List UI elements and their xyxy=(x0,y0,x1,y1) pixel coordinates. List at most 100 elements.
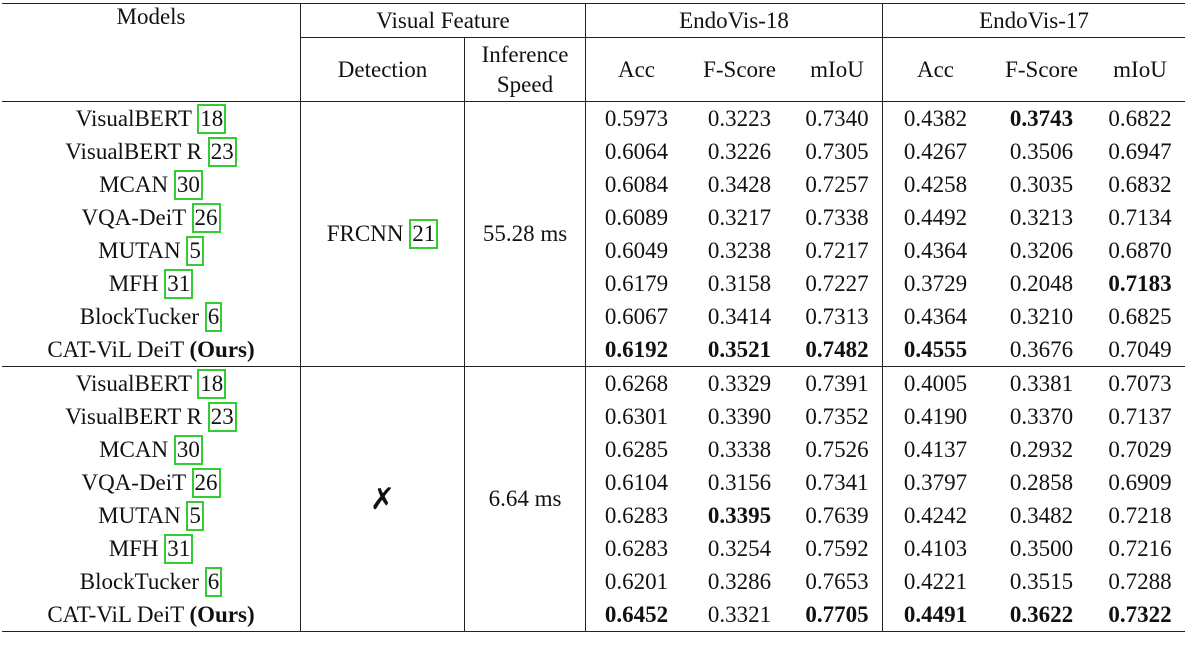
metric-cell: 0.7305 xyxy=(792,135,883,168)
table-row: CAT-ViL DeiT (Ours) 0.6192 0.3521 0.7482 0.4… xyxy=(2,333,1185,367)
table-row: VisualBERT 18 FRCNN 21 55.28 ms 0.5973 0.322… xyxy=(2,101,1185,367)
metric-cell: 0.3743 xyxy=(988,102,1095,136)
metric-value: 0.6089 xyxy=(604,204,669,230)
metric-cell: 0.3035 xyxy=(988,168,1095,201)
metric-value: 0.7049 xyxy=(1108,336,1172,362)
model-name: BlockTucker xyxy=(79,568,199,594)
citation: 6 xyxy=(204,301,223,332)
table-row: VQA-DeiT 26 0.6089 0.3217 0.7338 0.4492 0.321… xyxy=(2,201,1185,234)
metric-value: 0.7218 xyxy=(1108,502,1172,528)
metric-cell: 0.5973 xyxy=(586,102,688,136)
metric-cell: 0.4382 xyxy=(883,102,989,136)
metric-cell: 0.3676 xyxy=(988,333,1095,367)
metric-value: 0.3329 xyxy=(707,370,772,396)
model-name: VQA-DeiT xyxy=(81,204,186,230)
metric-cell: 0.7653 xyxy=(792,565,883,598)
metric-value: 0.3381 xyxy=(1009,370,1074,396)
metric-value: 0.7313 xyxy=(805,303,869,329)
metric-value: 0.6064 xyxy=(604,138,669,164)
metric-cell: 0.3515 xyxy=(988,565,1095,598)
model-cell: MCAN 30 xyxy=(2,168,301,201)
metric-cell: 0.7049 xyxy=(1095,333,1185,367)
metric-value: 0.7305 xyxy=(805,138,869,164)
metric-cell: 0.7073 xyxy=(1095,367,1185,401)
metric-value: 0.7352 xyxy=(805,403,869,429)
citation: 23 xyxy=(207,401,237,432)
model-cell: VisualBERT 18 xyxy=(2,101,301,135)
metric-value: 0.3729 xyxy=(903,270,968,296)
header-cell: EndoVis-18 xyxy=(585,3,883,38)
metric-value: 0.3515 xyxy=(1009,568,1074,594)
metric-value: 0.3217 xyxy=(707,204,772,230)
metric-cell: 0.7341 xyxy=(792,466,883,499)
metric-cell: 0.3206 xyxy=(988,234,1095,267)
metric-value: 0.6283 xyxy=(604,502,669,528)
metric-cell: 0.3210 xyxy=(988,300,1095,333)
metric-value: 0.3213 xyxy=(1009,204,1074,230)
model-name: VisualBERT xyxy=(75,105,192,131)
metric-cell: 0.4555 xyxy=(883,333,989,367)
metric-cell: 0.7137 xyxy=(1095,400,1185,433)
metric-cell: 0.7639 xyxy=(792,499,883,532)
header-cell: Models xyxy=(2,3,301,102)
header-cell: F-Score xyxy=(703,56,776,82)
metric-value: 0.6268 xyxy=(604,370,669,396)
metric-value: 0.7338 xyxy=(805,204,869,230)
model-cell: VQA-DeiT 26 xyxy=(2,201,301,234)
model-cell: MUTAN 5 xyxy=(2,234,301,267)
metric-cell: 0.3395 xyxy=(687,499,792,532)
metric-cell: 0.7216 xyxy=(1095,532,1185,565)
header-cell: Visual Feature xyxy=(300,3,586,38)
metric-value: 0.3156 xyxy=(707,469,772,495)
model-name: BlockTucker xyxy=(79,303,199,329)
model-cell: MFH 31 xyxy=(2,532,301,565)
metric-cell: 0.4364 xyxy=(883,234,989,267)
metric-value: 0.3286 xyxy=(707,568,772,594)
metric-value: 0.3797 xyxy=(903,469,968,495)
model-name: MCAN xyxy=(99,171,169,197)
metric-value: 0.6870 xyxy=(1108,237,1172,263)
metric-value: 0.3206 xyxy=(1009,237,1074,263)
metric-value: 0.3370 xyxy=(1009,403,1074,429)
metric-cell: 0.3482 xyxy=(988,499,1095,532)
metric-value: 0.4555 xyxy=(903,336,968,362)
metric-value: 0.6452 xyxy=(604,601,669,627)
page: {"header": {"models": "Models", "visual_… xyxy=(0,3,1197,651)
detection: ✗ xyxy=(369,481,396,517)
metric-value: 0.3338 xyxy=(707,436,772,462)
metric-cell: 0.4137 xyxy=(883,433,989,466)
metric-cell: 0.6870 xyxy=(1095,234,1185,267)
metric-value: 0.3743 xyxy=(1009,105,1074,131)
metric-cell: 0.3414 xyxy=(687,300,792,333)
metric-cell: 0.4190 xyxy=(883,400,989,433)
metric-cell: 0.3500 xyxy=(988,532,1095,565)
metric-cell: 0.6192 xyxy=(586,333,688,367)
metric-value: 0.3506 xyxy=(1009,138,1074,164)
metric-value: 0.3622 xyxy=(1009,601,1074,627)
metric-value: 0.7137 xyxy=(1108,403,1172,429)
table-row: MFH 31 0.6179 0.3158 0.7227 0.3729 0.2048 0.71… xyxy=(2,267,1185,300)
metric-value: 0.7029 xyxy=(1108,436,1172,462)
metric-cell: 0.3223 xyxy=(687,102,792,136)
metric-cell: 0.6301 xyxy=(586,400,688,433)
metric-value: 0.3390 xyxy=(707,403,772,429)
metric-value: 0.7216 xyxy=(1108,535,1172,561)
metric-cell: 0.3238 xyxy=(687,234,792,267)
metric-value: 0.3521 xyxy=(707,336,772,362)
metric-value: 0.7340 xyxy=(805,105,869,131)
metric-cell: 0.4492 xyxy=(883,201,989,234)
table-body: VisualBERT 18 FRCNN 21 55.28 ms 0.5973 0.322… xyxy=(2,101,1185,632)
model-name: MCAN xyxy=(99,436,169,462)
metric-value: 0.4382 xyxy=(903,105,968,131)
citation: 31 xyxy=(164,268,194,299)
speed-cell: 6.64 ms xyxy=(464,366,586,632)
metric-value: 0.3428 xyxy=(707,171,772,197)
metric-value: 0.3223 xyxy=(707,105,772,131)
metric-cell: 0.4242 xyxy=(883,499,989,532)
metric-value: 0.4221 xyxy=(903,568,968,594)
metric-cell: 0.4364 xyxy=(883,300,989,333)
metric-cell: 0.3370 xyxy=(988,400,1095,433)
metric-cell: 0.3156 xyxy=(687,466,792,499)
metric-value: 0.7257 xyxy=(805,171,869,197)
detection: FRCNN xyxy=(326,221,404,246)
